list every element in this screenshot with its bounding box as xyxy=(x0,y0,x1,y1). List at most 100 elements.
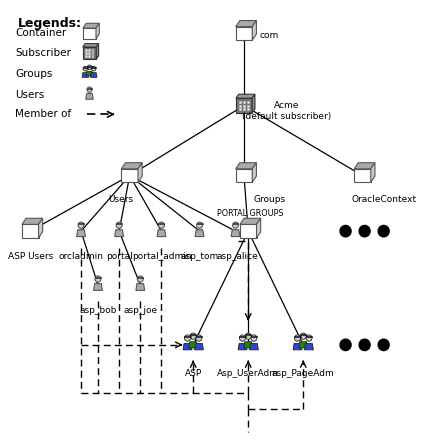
Polygon shape xyxy=(236,94,255,98)
Circle shape xyxy=(197,222,203,228)
Text: orcladmin: orcladmin xyxy=(58,252,103,261)
Bar xyxy=(243,109,245,110)
Bar xyxy=(85,49,87,51)
Polygon shape xyxy=(138,163,142,183)
Circle shape xyxy=(251,335,257,341)
Text: Users: Users xyxy=(16,89,45,100)
Polygon shape xyxy=(86,93,93,99)
Polygon shape xyxy=(304,344,313,350)
Bar xyxy=(245,334,252,335)
Text: PORTAL GROUPS: PORTAL GROUPS xyxy=(217,209,284,218)
Text: Subscriber: Subscriber xyxy=(16,48,71,58)
Bar xyxy=(116,223,122,224)
Polygon shape xyxy=(90,73,97,77)
Bar xyxy=(91,67,96,68)
Bar xyxy=(233,223,239,224)
Polygon shape xyxy=(136,284,145,291)
Bar xyxy=(236,169,252,183)
Polygon shape xyxy=(94,284,102,291)
Polygon shape xyxy=(252,94,255,113)
Circle shape xyxy=(158,222,165,228)
Polygon shape xyxy=(231,230,240,237)
Polygon shape xyxy=(86,71,93,76)
Circle shape xyxy=(95,276,101,282)
Polygon shape xyxy=(96,23,99,39)
Bar xyxy=(83,67,87,68)
Bar xyxy=(196,336,202,337)
Text: com: com xyxy=(260,31,279,40)
Polygon shape xyxy=(115,230,123,237)
Bar xyxy=(247,101,249,103)
Circle shape xyxy=(378,225,389,237)
Polygon shape xyxy=(77,230,85,237)
Text: Groups: Groups xyxy=(16,69,53,79)
Text: asp_bob: asp_bob xyxy=(79,306,116,315)
Bar xyxy=(158,223,165,224)
Polygon shape xyxy=(236,20,256,27)
Bar xyxy=(247,109,249,110)
Polygon shape xyxy=(256,218,261,238)
Polygon shape xyxy=(189,342,197,348)
Text: asp_joe: asp_joe xyxy=(123,306,157,315)
Bar xyxy=(121,169,138,183)
Text: Users: Users xyxy=(109,195,134,204)
Text: Asp_UserAdm: Asp_UserAdm xyxy=(217,369,279,378)
Bar xyxy=(251,336,257,337)
Bar xyxy=(239,105,240,107)
Polygon shape xyxy=(183,344,192,350)
Circle shape xyxy=(190,333,196,339)
Circle shape xyxy=(239,335,246,341)
Bar xyxy=(87,88,92,89)
Bar xyxy=(137,277,143,278)
Circle shape xyxy=(78,222,84,228)
Polygon shape xyxy=(299,342,308,348)
Text: portal: portal xyxy=(106,252,132,261)
Text: Acme
(default subscriber): Acme (default subscriber) xyxy=(242,101,331,120)
Bar xyxy=(240,225,256,238)
Bar xyxy=(239,109,240,110)
Polygon shape xyxy=(293,344,302,350)
Text: asp_tom: asp_tom xyxy=(181,252,219,261)
Bar xyxy=(236,98,252,113)
Bar xyxy=(88,55,90,57)
Circle shape xyxy=(233,222,239,228)
Polygon shape xyxy=(238,344,247,350)
Polygon shape xyxy=(244,342,253,348)
Text: Member of: Member of xyxy=(16,109,71,119)
Polygon shape xyxy=(354,163,375,169)
Polygon shape xyxy=(194,344,204,350)
Polygon shape xyxy=(83,43,99,47)
Text: Container: Container xyxy=(16,28,67,39)
Circle shape xyxy=(245,333,251,339)
Polygon shape xyxy=(252,163,256,183)
Bar xyxy=(78,223,84,224)
Circle shape xyxy=(116,222,122,228)
Circle shape xyxy=(196,335,202,341)
Bar xyxy=(88,49,90,51)
Polygon shape xyxy=(82,73,89,77)
Bar xyxy=(22,225,39,238)
Polygon shape xyxy=(96,43,99,59)
Circle shape xyxy=(294,335,301,341)
Circle shape xyxy=(83,66,87,71)
Bar xyxy=(88,52,90,54)
Polygon shape xyxy=(22,218,43,225)
Circle shape xyxy=(359,225,370,237)
Circle shape xyxy=(359,339,370,350)
Circle shape xyxy=(137,276,143,282)
Circle shape xyxy=(87,65,92,70)
Bar xyxy=(243,105,245,107)
Polygon shape xyxy=(121,163,142,169)
Circle shape xyxy=(306,335,312,341)
Text: Legends:: Legends: xyxy=(17,17,81,30)
Bar xyxy=(236,27,252,40)
Bar xyxy=(92,52,94,54)
Polygon shape xyxy=(195,230,204,237)
Circle shape xyxy=(340,339,351,350)
Text: Groups: Groups xyxy=(253,195,285,204)
Bar xyxy=(197,223,203,224)
Bar xyxy=(85,52,87,54)
Bar xyxy=(184,336,191,337)
Polygon shape xyxy=(252,20,256,40)
Bar xyxy=(92,55,94,57)
